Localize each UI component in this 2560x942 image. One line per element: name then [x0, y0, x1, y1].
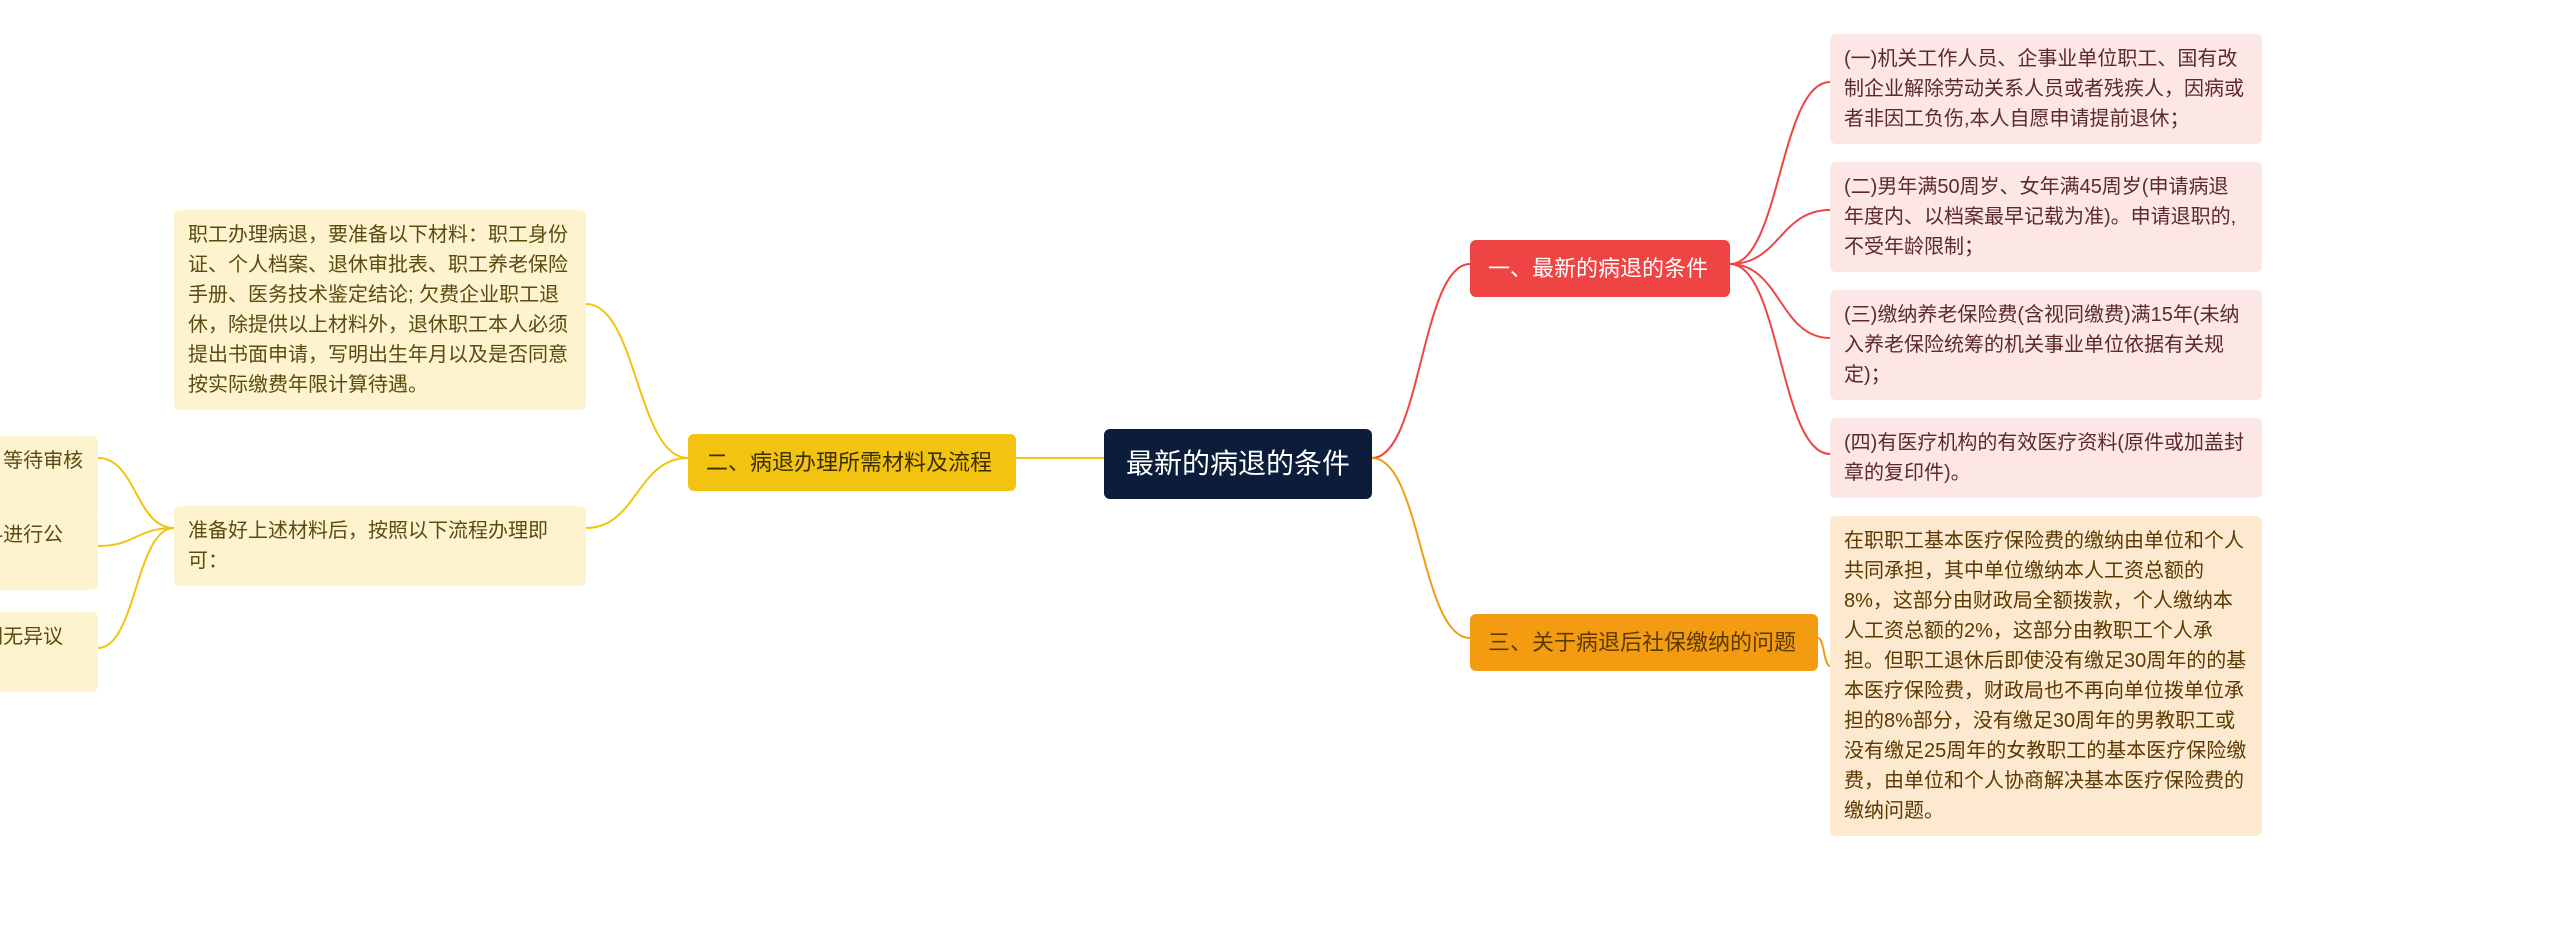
branch-1-child-1-label: 准备好上述材料后，按照以下流程办理即可： [188, 520, 548, 572]
branch-1-child-1-g-2: 3、办理病退手续：公示期间无异议的，可以办理病退。 [0, 612, 98, 692]
branch-1-child-1-g-1: 2、审核过后，企业张贴材料进行公示，公示日期10天； [0, 510, 98, 590]
branch-1-child-0-label: 职工办理病退，要准备以下材料：职工身份证、个人档案、退休审批表、职工养老保险手册… [188, 224, 568, 396]
branch-1-child-1-g-0-label: 1、向企业劳动科提交材料，等待审核结果； [0, 450, 83, 502]
branch-0-child-2: (三)缴纳养老保险费(含视同缴费)满15年(未纳入养老保险统筹的机关事业单位依据… [1830, 290, 2262, 400]
branch-0-child-3: (四)有医疗机构的有效医疗资料(原件或加盖封章的复印件)。 [1830, 418, 2262, 498]
center-node: 最新的病退的条件 [1104, 429, 1372, 499]
branch-2-child-0-label: 在职职工基本医疗保险费的缴纳由单位和个人共同承担，其中单位缴纳本人工资总额的8%… [1844, 530, 2246, 822]
branch-0-child-1-label: (二)男年满50周岁、女年满45周岁(申请病退年度内、以档案最早记载为准)。申请… [1844, 176, 2236, 258]
branch-0-child-2-label: (三)缴纳养老保险费(含视同缴费)满15年(未纳入养老保险统筹的机关事业单位依据… [1844, 304, 2240, 386]
branch-2-label: 三、关于病退后社保缴纳的问题 [1488, 630, 1796, 655]
branch-1-child-1-g-1-label: 2、审核过后，企业张贴材料进行公示，公示日期10天； [0, 524, 63, 576]
branch-0-child-1: (二)男年满50周岁、女年满45周岁(申请病退年度内、以档案最早记载为准)。申请… [1830, 162, 2262, 272]
branch-1-child-1: 准备好上述材料后，按照以下流程办理即可： [174, 506, 586, 586]
branch-1-child-1-g-0: 1、向企业劳动科提交材料，等待审核结果； [0, 436, 98, 516]
branch-1: 二、病退办理所需材料及流程 [688, 434, 1016, 491]
branch-1-label: 二、病退办理所需材料及流程 [706, 450, 992, 475]
branch-1-child-1-g-2-label: 3、办理病退手续：公示期间无异议的，可以办理病退。 [0, 626, 63, 678]
branch-1-child-0: 职工办理病退，要准备以下材料：职工身份证、个人档案、退休审批表、职工养老保险手册… [174, 210, 586, 410]
branch-2-child-0: 在职职工基本医疗保险费的缴纳由单位和个人共同承担，其中单位缴纳本人工资总额的8%… [1830, 516, 2262, 836]
branch-0: 一、最新的病退的条件 [1470, 240, 1730, 297]
center-node-label: 最新的病退的条件 [1126, 448, 1350, 479]
branch-0-label: 一、最新的病退的条件 [1488, 256, 1708, 281]
branch-0-child-0-label: (一)机关工作人员、企事业单位职工、国有改制企业解除劳动关系人员或者残疾人，因病… [1844, 48, 2244, 130]
branch-0-child-3-label: (四)有医疗机构的有效医疗资料(原件或加盖封章的复印件)。 [1844, 432, 2244, 484]
branch-0-child-0: (一)机关工作人员、企事业单位职工、国有改制企业解除劳动关系人员或者残疾人，因病… [1830, 34, 2262, 144]
branch-2: 三、关于病退后社保缴纳的问题 [1470, 614, 1818, 671]
mindmap-canvas: 最新的病退的条件 一、最新的病退的条件 (一)机关工作人员、企事业单位职工、国有改制… [0, 0, 2560, 942]
